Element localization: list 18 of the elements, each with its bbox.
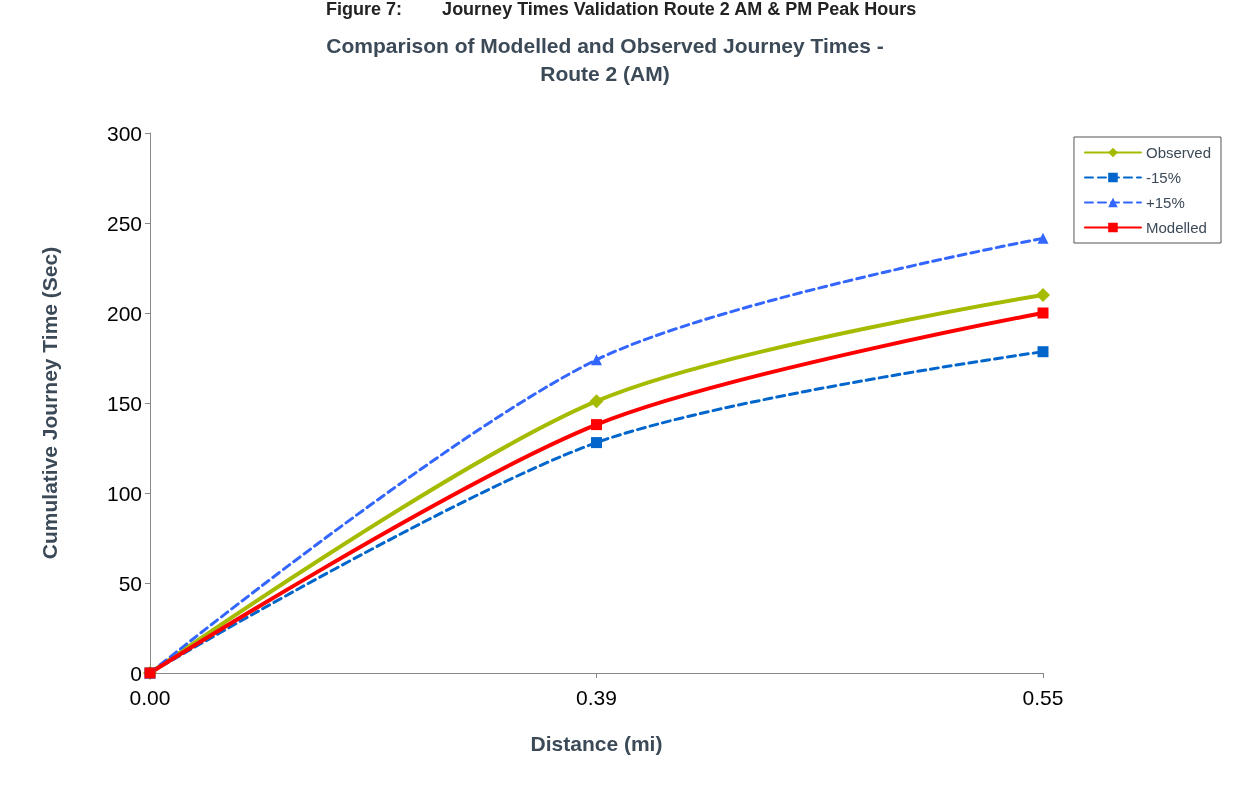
legend-label: Observed: [1145, 144, 1212, 161]
legend-label: -15%: [1145, 169, 1181, 186]
legend-label: +15%: [1145, 194, 1185, 211]
y-axis-title: Cumulative Journey Time (Sec): [38, 246, 61, 560]
caption: Figure 7: Journey Times Validation Route 2 AM & PM Peak Hours: [326, 0, 917, 19]
x-tick-label: 0.55: [1022, 686, 1064, 709]
y-tick-label: 0: [130, 661, 142, 685]
x-axis-title: Distance (mi): [530, 732, 663, 755]
x-tick-label: 0.00: [129, 686, 171, 709]
x-tick-label: 0.39: [576, 686, 617, 709]
legend-label: Modelled: [1145, 219, 1207, 236]
y-tick-label: 200: [106, 301, 142, 325]
y-tick-label: 250: [106, 211, 142, 235]
y-tick-label: 300: [106, 121, 142, 145]
chart-title: Comparison of Modelled and Observed Journey Times - Route 2 (AM): [326, 33, 884, 85]
y-tick-label: 150: [106, 391, 142, 415]
y-tick-label: 100: [106, 481, 142, 505]
y-tick-label: 50: [118, 571, 142, 595]
